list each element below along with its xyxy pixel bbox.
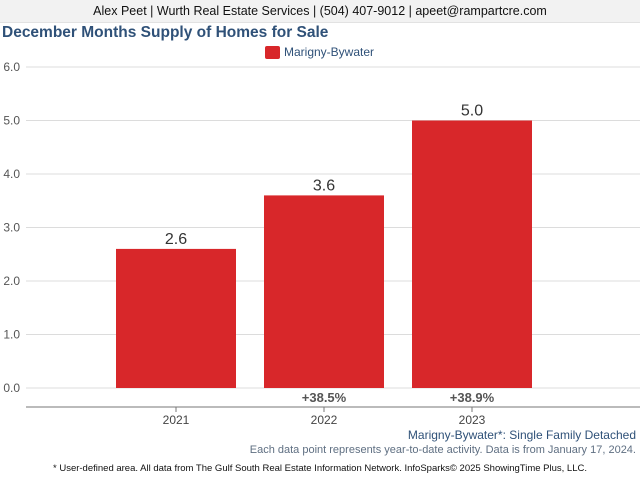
chart-legend[interactable]: Marigny-Bywater — [265, 45, 374, 59]
data-label: 3.6 — [313, 177, 335, 194]
y-tick-label: 5.0 — [3, 114, 20, 128]
x-tick-label: 2022 — [311, 413, 338, 427]
bar-2023[interactable] — [412, 120, 532, 389]
y-tick-label: 1.0 — [3, 328, 20, 342]
activity-note: Each data point represents year-to-date … — [249, 444, 636, 456]
area-label: Marigny-Bywater*: Single Family Detached — [407, 428, 636, 442]
y-tick-label: 6.0 — [3, 60, 20, 74]
y-tick-label: 3.0 — [3, 221, 20, 235]
change-label: +38.5% — [302, 390, 347, 405]
disclaimer: * User-defined area. All data from The G… — [53, 463, 587, 474]
y-tick-label: 2.0 — [3, 274, 20, 288]
bar-2022[interactable] — [264, 195, 384, 388]
legend-swatch — [265, 45, 280, 59]
y-tick-label: 0.0 — [3, 381, 20, 395]
change-label: +38.9% — [450, 390, 495, 405]
bar-chart: 0.0 1.0 2.0 3.0 4.0 5.0 6.0 2.6 2021 3.6 +38.5% 202… — [3, 60, 640, 427]
contact-header: Alex Peet | Wurth Real Estate Services |… — [0, 0, 640, 23]
data-label: 5.0 — [461, 103, 483, 120]
y-tick-label: 4.0 — [3, 167, 20, 181]
chart-title: December Months Supply of Homes for Sale — [2, 24, 329, 41]
data-label: 2.6 — [165, 231, 187, 248]
legend-label: Marigny-Bywater — [284, 45, 375, 59]
contact-info: Alex Peet | Wurth Real Estate Services |… — [93, 4, 547, 18]
bar-2021[interactable] — [116, 248, 236, 388]
x-tick-label: 2021 — [163, 413, 190, 427]
x-tick-label: 2023 — [459, 413, 486, 427]
